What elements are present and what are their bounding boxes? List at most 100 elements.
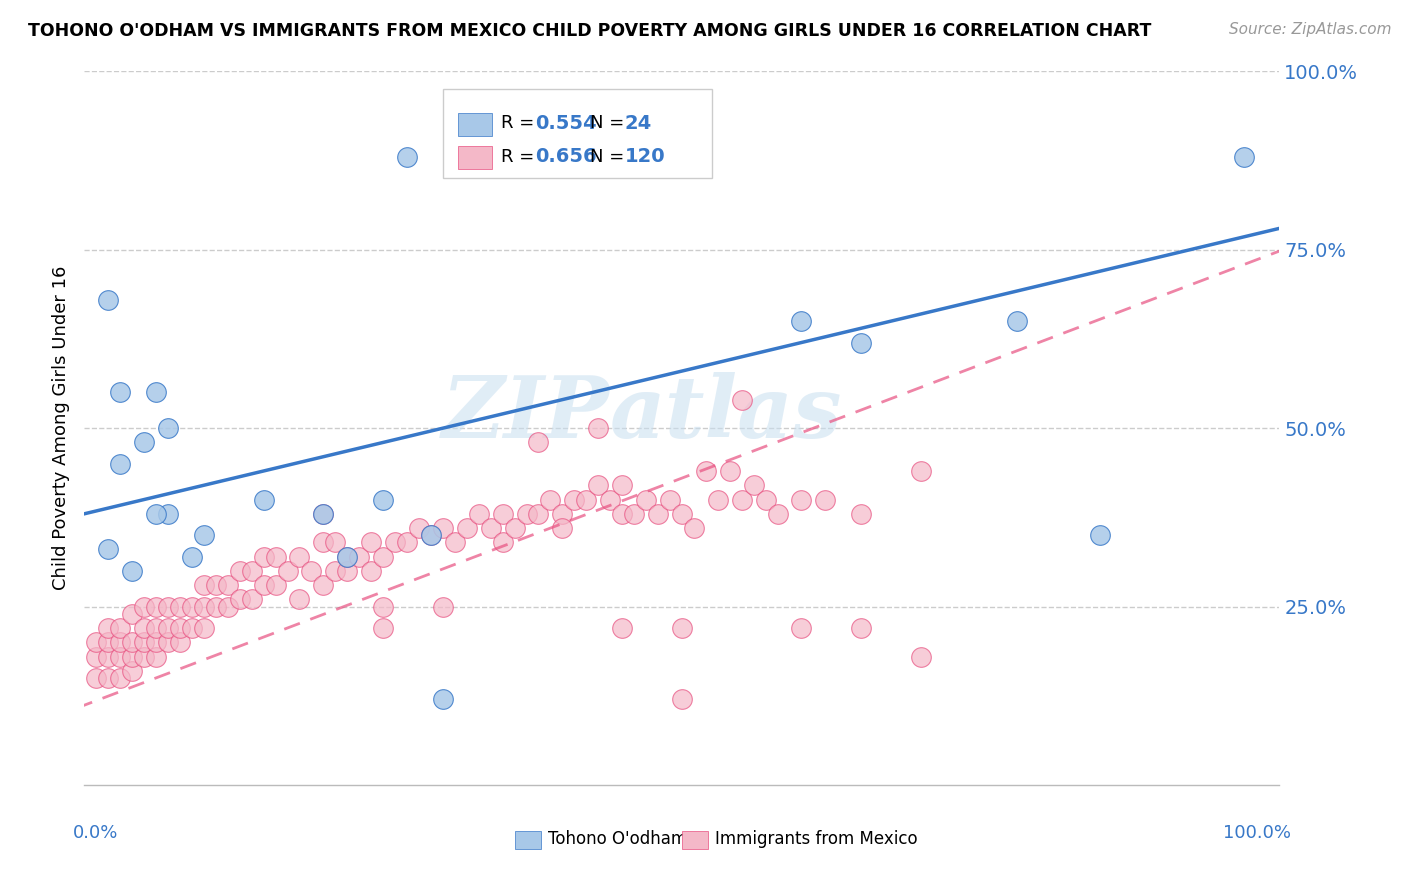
Point (288, 549, 311, 564)
Point (181, 599, 204, 614)
Point (110, 385, 132, 400)
Point (731, 392, 754, 407)
Point (420, 528, 443, 542)
Point (193, 621, 215, 635)
Point (181, 549, 204, 564)
Point (373, 599, 395, 614)
Point (432, 692, 454, 706)
Point (229, 564, 252, 578)
Point (564, 492, 586, 507)
Point (110, 457, 132, 471)
Point (169, 621, 191, 635)
Point (193, 599, 215, 614)
Bar (515, 830, 541, 849)
Point (766, 507, 789, 521)
Point (612, 507, 634, 521)
Point (181, 621, 204, 635)
Bar (458, 146, 492, 169)
Point (145, 385, 167, 400)
Point (1005, 314, 1028, 328)
Point (217, 578, 239, 592)
Point (492, 535, 515, 549)
Point (312, 535, 335, 549)
Point (325, 535, 347, 549)
Point (264, 549, 287, 564)
Point (384, 535, 406, 549)
Point (110, 671, 132, 685)
Point (288, 592, 311, 607)
Point (790, 314, 813, 328)
Point (671, 507, 693, 521)
Point (479, 521, 502, 535)
Point (790, 621, 813, 635)
Point (145, 507, 167, 521)
Point (240, 564, 263, 578)
Point (86, 649, 108, 664)
Point (97, 635, 120, 649)
Point (110, 621, 132, 635)
Point (588, 421, 610, 435)
Point (217, 599, 239, 614)
Text: N =: N = (591, 148, 630, 166)
Y-axis label: Child Poverty Among Girls Under 16: Child Poverty Among Girls Under 16 (52, 266, 70, 591)
Point (671, 621, 693, 635)
Text: R =: R = (502, 148, 540, 166)
Point (599, 492, 621, 507)
Point (1090, 528, 1112, 542)
Text: 0.656: 0.656 (534, 147, 596, 167)
Text: 120: 120 (624, 147, 665, 167)
Bar (458, 112, 492, 136)
Point (647, 507, 669, 521)
Text: 100.0%: 100.0% (1223, 824, 1292, 842)
Point (349, 549, 371, 564)
Point (157, 621, 180, 635)
Point (253, 549, 276, 564)
Point (851, 507, 873, 521)
Point (814, 492, 837, 507)
Point (132, 435, 156, 450)
Point (612, 478, 634, 492)
Text: 24: 24 (624, 114, 652, 133)
Point (264, 578, 287, 592)
Point (420, 528, 443, 542)
Point (396, 535, 419, 549)
Point (659, 492, 682, 507)
Point (277, 564, 299, 578)
Text: 0.554: 0.554 (534, 114, 596, 133)
Point (253, 578, 276, 592)
Text: N =: N = (591, 114, 630, 132)
Point (312, 578, 335, 592)
Point (193, 578, 215, 592)
Point (527, 435, 550, 450)
Point (432, 599, 454, 614)
Point (612, 621, 634, 635)
Point (132, 599, 156, 614)
Point (456, 521, 478, 535)
Point (253, 492, 276, 507)
Point (468, 507, 491, 521)
Point (157, 599, 180, 614)
Point (910, 649, 932, 664)
Point (312, 507, 335, 521)
Point (132, 635, 156, 649)
Point (755, 492, 778, 507)
Point (718, 464, 741, 478)
FancyBboxPatch shape (443, 89, 711, 178)
Point (205, 578, 228, 592)
Text: ZIP: ZIP (443, 372, 610, 456)
Point (121, 664, 143, 678)
Point (97, 621, 120, 635)
Point (145, 599, 167, 614)
Point (503, 521, 526, 535)
Text: TOHONO O'ODHAM VS IMMIGRANTS FROM MEXICO CHILD POVERTY AMONG GIRLS UNDER 16 CORR: TOHONO O'ODHAM VS IMMIGRANTS FROM MEXICO… (28, 22, 1152, 40)
Point (396, 150, 419, 164)
Point (790, 492, 813, 507)
Text: 0.0%: 0.0% (73, 824, 118, 842)
Text: atlas: atlas (610, 372, 842, 456)
Point (325, 564, 347, 578)
Point (312, 507, 335, 521)
Point (121, 564, 143, 578)
Point (97, 542, 120, 557)
Point (551, 521, 574, 535)
Point (623, 507, 645, 521)
